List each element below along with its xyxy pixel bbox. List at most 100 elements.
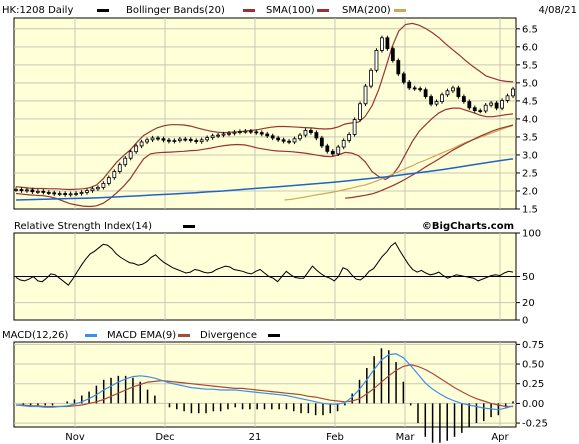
candle-body	[489, 102, 494, 106]
candle-body	[128, 151, 133, 159]
macd-legend-label: MACD(12,26)	[2, 330, 69, 341]
candle-body	[287, 140, 291, 143]
price-grid	[14, 18, 516, 209]
symbol-label: HK:1208 Daily	[2, 5, 73, 16]
candle-body	[123, 157, 128, 166]
candle-body	[150, 137, 155, 141]
y-tick-label: 3.0	[522, 150, 538, 161]
bollinger-legend-swatch	[243, 9, 255, 12]
candle-body	[292, 138, 297, 143]
candle-body	[156, 137, 160, 140]
macd-legend-swatch	[85, 334, 97, 337]
y-tick-label: 0.75	[522, 340, 544, 351]
candle-body	[134, 145, 139, 153]
rsi-title: Relative Strength Index(14)	[14, 221, 152, 232]
candle-body	[330, 150, 335, 155]
y-tick-label: 4.0	[522, 114, 538, 125]
price-panel	[13, 17, 517, 210]
candle-body	[221, 133, 226, 136]
candle-body	[500, 100, 504, 109]
rsi-y-axis: 100 50 20 0	[516, 229, 541, 327]
candle-body	[298, 134, 302, 140]
candle-body	[52, 192, 57, 195]
candle-body	[309, 130, 313, 133]
candle-body	[265, 133, 270, 137]
candle-body	[14, 189, 18, 191]
candle-body	[314, 132, 319, 139]
candle-body	[483, 104, 488, 112]
y-tick-label: 2.0	[522, 186, 538, 197]
candle-body	[352, 119, 357, 135]
macd-ema-legend-label: MACD EMA(9)	[107, 330, 176, 341]
candle-body	[79, 192, 84, 194]
candle-body	[68, 193, 73, 196]
candle-body	[210, 135, 215, 139]
macd-lines	[15, 353, 514, 411]
candle-body	[205, 137, 210, 141]
y-tick-label: 4.5	[522, 96, 538, 107]
candle-body	[461, 96, 466, 103]
candle-body	[281, 139, 286, 142]
y-tick-label: 0.00	[522, 399, 544, 410]
candle-body	[407, 81, 412, 89]
candle-body	[227, 132, 231, 135]
candle-body	[248, 130, 253, 133]
candle-body	[429, 96, 433, 105]
candle-body	[243, 130, 248, 133]
y-tick-label: 0	[522, 316, 528, 327]
candle-body	[319, 137, 324, 147]
x-tick-label: Apr	[491, 432, 509, 443]
candle-body	[172, 140, 177, 142]
candle-body	[440, 94, 444, 103]
candle-body	[505, 95, 510, 101]
macd-y-axis: 0.75 0.50 0.25 0.00 -0.25	[516, 340, 548, 430]
candle-body	[96, 186, 100, 190]
candle-body	[25, 189, 29, 192]
candle-body	[325, 145, 330, 152]
candle-body	[276, 137, 281, 141]
candle-body	[347, 134, 352, 141]
candle-body	[139, 141, 144, 147]
candle-body	[396, 60, 401, 75]
divergence-legend-swatch	[268, 334, 280, 337]
candle-body	[232, 131, 237, 134]
candle-body	[369, 69, 373, 87]
price-candles	[14, 35, 515, 197]
candle-body	[74, 193, 78, 195]
candle-body	[467, 101, 472, 109]
watermark: ©BigCharts.com	[422, 221, 514, 232]
bollinger-legend-label: Bollinger Bands(20)	[126, 5, 225, 16]
y-tick-label: -0.25	[522, 419, 548, 430]
y-tick-label: 5.0	[522, 78, 538, 89]
x-tick-label: Dec	[155, 432, 174, 443]
candle-body	[216, 134, 220, 137]
y-tick-label: 6.0	[522, 42, 538, 53]
candle-body	[511, 88, 515, 97]
y-tick-label: 1.5	[522, 205, 538, 216]
macd-divergence-histogram	[22, 348, 514, 443]
x-tick-label: Mar	[396, 432, 416, 443]
candle-body	[145, 139, 149, 143]
y-tick-label: 6.5	[522, 24, 538, 35]
y-tick-label: 100	[522, 229, 541, 240]
x-tick-label: Nov	[65, 432, 85, 443]
y-tick-label: 5.5	[522, 60, 538, 71]
chart-date: 4/08/21	[538, 5, 577, 16]
y-tick-label: 3.5	[522, 132, 538, 143]
candle-body	[41, 190, 46, 193]
rsi-line	[14, 241, 516, 286]
candle-body	[434, 101, 439, 105]
candle-body	[423, 89, 428, 97]
candle-body	[478, 110, 483, 113]
candle-body	[90, 188, 95, 192]
divergence-legend-label: Divergence	[200, 330, 257, 341]
candle-body	[390, 48, 395, 61]
candle-body	[46, 192, 51, 194]
candle-body	[30, 189, 35, 193]
candle-body	[374, 50, 379, 71]
x-tick-label: Feb	[326, 432, 344, 443]
macd-ema-legend-swatch	[178, 334, 190, 337]
sma100-legend-swatch	[317, 9, 329, 12]
candle-body	[456, 87, 461, 97]
